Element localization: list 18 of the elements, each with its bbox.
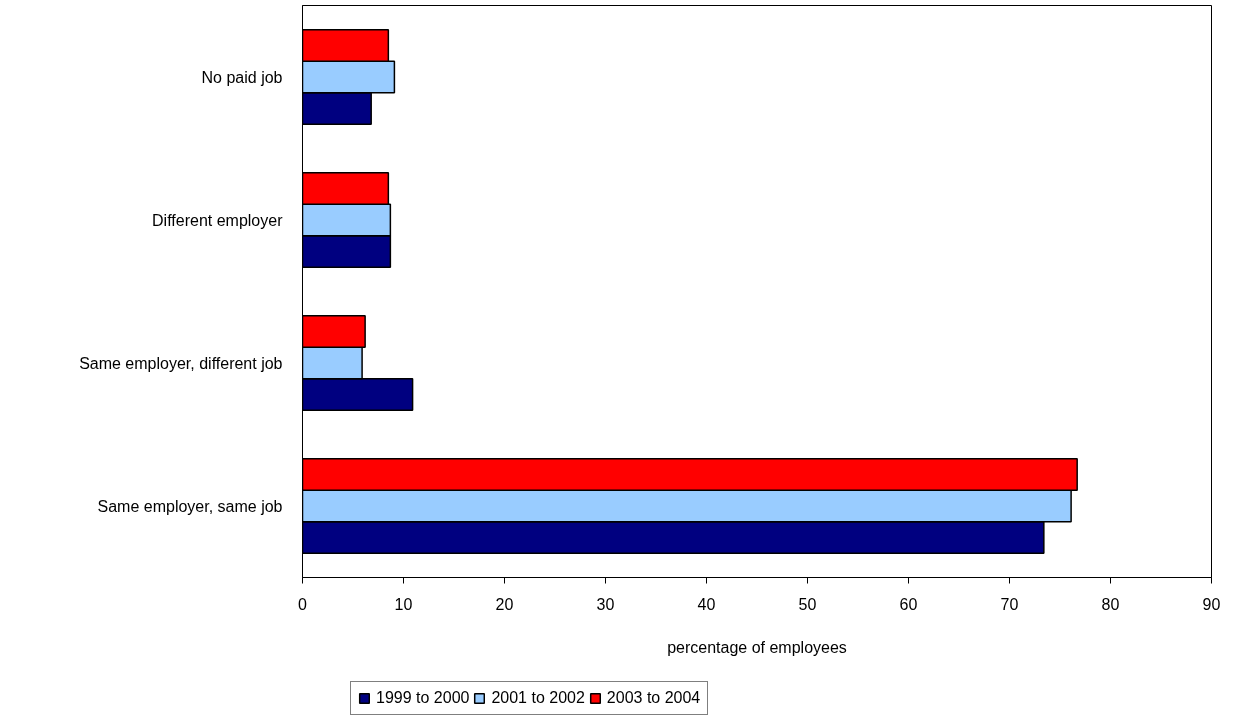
y-tick-label: Same employer, same job [97, 497, 283, 515]
y-tick-label: Different employer [152, 211, 284, 229]
x-tick-label: 0 [298, 595, 308, 613]
y-tick-label: Same employer, different job [79, 354, 283, 372]
x-tick-label: 30 [596, 595, 615, 613]
x-tick-label: 20 [495, 595, 514, 613]
x-tick-label: 90 [1202, 595, 1221, 613]
legend-label: 2003 to 2004 [606, 689, 701, 707]
x-tick-label: 80 [1101, 595, 1120, 613]
x-axis-title: percentage of employees [667, 638, 847, 656]
x-tick-label: 60 [899, 595, 918, 613]
legend-label: 1999 to 2000 [376, 689, 470, 707]
x-tick-label: 10 [394, 595, 413, 613]
y-tick-label: No paid job [201, 68, 283, 86]
legend-label: 2001 to 2002 [491, 689, 585, 707]
x-tick-label: 50 [798, 595, 817, 613]
x-tick-label: 70 [1000, 595, 1019, 613]
x-tick-label: 40 [697, 595, 716, 613]
